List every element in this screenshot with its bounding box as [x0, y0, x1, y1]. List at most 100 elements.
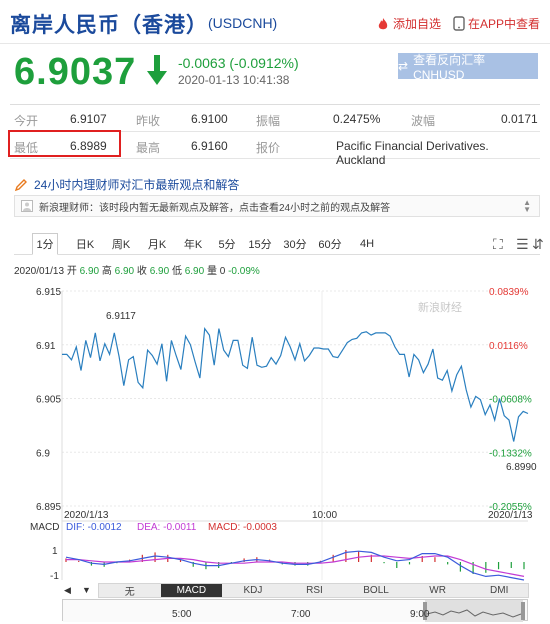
tab-4[interactable]: 年K — [183, 239, 203, 251]
reverse-rate-button[interactable]: ⇄ 查看反向汇率 CNHUSD — [398, 53, 538, 82]
amplitude-label: 振幅 — [256, 114, 281, 128]
phone-icon — [453, 16, 465, 31]
x-tick-label: 2020/1/13 — [488, 510, 533, 521]
swap-icon: ⇄ — [398, 59, 409, 73]
y-tick-label: 6.895 — [36, 502, 61, 513]
quote-source-label: 报价 — [256, 141, 281, 155]
indicator-tab-1[interactable]: MACD — [160, 584, 223, 597]
tab-3[interactable]: 月K — [147, 239, 167, 251]
ohlc-vol: 0 — [219, 266, 226, 277]
avatar-icon — [21, 200, 33, 212]
tab-5[interactable]: 5分 — [218, 239, 236, 251]
y-right-tick-label: -0.1332% — [489, 448, 532, 459]
slider-label: 5:00 — [172, 609, 192, 620]
prev-close-label: 昨收 — [136, 114, 161, 128]
dif-line — [65, 550, 525, 581]
y-right-tick-label: -0.0608% — [489, 395, 532, 406]
indicator-tabs: 无 MACD KDJ RSI BOLL WR DMI — [98, 583, 529, 598]
stats-row: 最低 6.8989 最高 6.9160 报价 Pacific Financial… — [10, 132, 540, 167]
watermark-logo: 新浪财经 — [418, 300, 462, 314]
tab-7[interactable]: 30分 — [283, 239, 307, 251]
quote-timestamp: 2020-01-13 10:41:38 — [178, 73, 290, 87]
y-tick-label: 6.905 — [36, 395, 61, 406]
macd-label: MACD — [30, 522, 59, 533]
indicator-tab-5[interactable]: WR — [429, 585, 446, 596]
y-right-tick-label: 0.0116% — [489, 341, 528, 352]
indicator-tab-2[interactable]: KDJ — [243, 585, 263, 596]
indicator-tab-4[interactable]: BOLL — [363, 585, 389, 596]
tab-0[interactable]: 1分 — [32, 233, 58, 255]
current-price: 6.9037 — [14, 51, 137, 93]
expert-ask-link[interactable]: 24小时内理财师对汇市最新观点和解答 — [14, 176, 239, 193]
high-value: 6.9160 — [191, 139, 228, 153]
period-tabs: 1分 日K 周K 月K 年K 5分 15分 30分 60分 4H ⛶ ☰ ⇵ — [14, 233, 544, 255]
min-price-label: 6.8990 — [506, 462, 537, 473]
currency-code: (USDCNH) — [208, 15, 278, 31]
macd-value-label: MACD: -0.0003 — [208, 522, 277, 533]
expand-icon[interactable]: ⛶ — [493, 236, 503, 252]
ohlc-low: 6.90 — [184, 266, 205, 277]
wave-label: 波幅 — [411, 114, 436, 128]
tab-2[interactable]: 周K — [111, 239, 131, 251]
settings-icon[interactable]: ☰ — [516, 236, 529, 252]
ohlc-change: -0.09% — [228, 266, 260, 277]
low-value: 6.8989 — [70, 139, 107, 153]
pen-icon — [14, 178, 27, 191]
time-range-slider[interactable] — [62, 599, 528, 622]
high-label: 最高 — [136, 141, 161, 155]
indicator-tab-6[interactable]: DMI — [490, 585, 509, 596]
ohlc-high-label: 高 — [101, 266, 112, 277]
compare-icon[interactable]: ⇵ — [532, 236, 544, 252]
low-highlight-box — [8, 130, 121, 157]
stats-table: 今开 6.9107 昨收 6.9100 振幅 0.2475% 波幅 0.0171… — [10, 104, 540, 167]
slider-label: 7:00 — [291, 609, 311, 620]
x-tick-label: 10:00 — [312, 510, 337, 521]
expert-ask-label: 24小时内理财师对汇市最新观点和解答 — [34, 178, 240, 192]
dif-label: DIF: -0.0012 — [66, 522, 122, 533]
quote-header: 离岸人民币（香港） (USDCNH) 添加自选 在APP中查看 — [0, 0, 550, 44]
slider-label: 9:00 — [410, 609, 430, 620]
y-right-tick-label: 0.0839% — [489, 287, 529, 298]
ohlc-open-label: 开 — [66, 266, 77, 277]
slider-handle-right — [521, 602, 525, 620]
add-favorite-button[interactable]: 添加自选 — [376, 15, 441, 32]
low-label: 最低 — [14, 141, 39, 155]
indicator-tab-0[interactable]: 无 — [124, 587, 135, 598]
dea-line — [66, 555, 525, 577]
price-change: -0.0063 (-0.0912%) — [178, 55, 299, 71]
ohlc-low-label: 低 — [171, 266, 182, 277]
tab-1[interactable]: 日K — [75, 239, 95, 251]
wave-value: 0.0171 — [501, 112, 538, 126]
view-in-app-button[interactable]: 在APP中查看 — [453, 15, 540, 32]
price-line — [62, 326, 529, 442]
next-arrow-icon[interactable]: ▼ — [82, 585, 91, 595]
ohlc-open: 6.90 — [79, 266, 100, 277]
tab-8[interactable]: 60分 — [318, 239, 342, 251]
ohlc-date: 2020/01/13 — [14, 266, 65, 277]
prev-arrow-icon[interactable]: ◀ — [64, 585, 71, 595]
open-label: 今开 — [14, 114, 39, 128]
max-price-label: 6.9117 — [106, 311, 136, 322]
add-favorite-label: 添加自选 — [393, 17, 442, 31]
ohlc-close-label: 收 — [136, 266, 147, 277]
scroll-arrows-icon[interactable]: ▲ ▼ — [523, 198, 531, 214]
y-tick-label: 6.91 — [36, 341, 56, 352]
tab-9[interactable]: 4H — [359, 238, 375, 250]
expert-notice[interactable]: 新浪理财师：该时段内暂无最新观点及解答，点击查看24小时之前的观点及解答 ▲ ▼ — [14, 195, 540, 217]
y-tick-label: 6.915 — [36, 287, 61, 298]
ohlc-readout: 2020/01/13 开 6.90 高 6.90 收 6.90 低 6.90 量… — [14, 262, 260, 277]
quote-source-value: Pacific Financial Derivatives. Auckland — [336, 139, 489, 167]
arrow-down-icon — [147, 55, 167, 85]
indicator-tab-3[interactable]: RSI — [306, 585, 323, 596]
stats-row: 今开 6.9107 昨收 6.9100 振幅 0.2475% 波幅 0.0171 — [10, 105, 540, 132]
ohlc-close: 6.90 — [149, 266, 170, 277]
tab-6[interactable]: 15分 — [248, 239, 272, 251]
macd-tick-label: -1 — [50, 571, 59, 582]
ohlc-vol-label: 量 — [206, 266, 217, 277]
ohlc-high: 6.90 — [114, 266, 135, 277]
slider-handle-left — [423, 602, 427, 620]
y-right-tick-label: -0.2055% — [489, 502, 532, 513]
slider-preview — [63, 600, 525, 622]
view-in-app-label: 在APP中查看 — [468, 17, 541, 31]
